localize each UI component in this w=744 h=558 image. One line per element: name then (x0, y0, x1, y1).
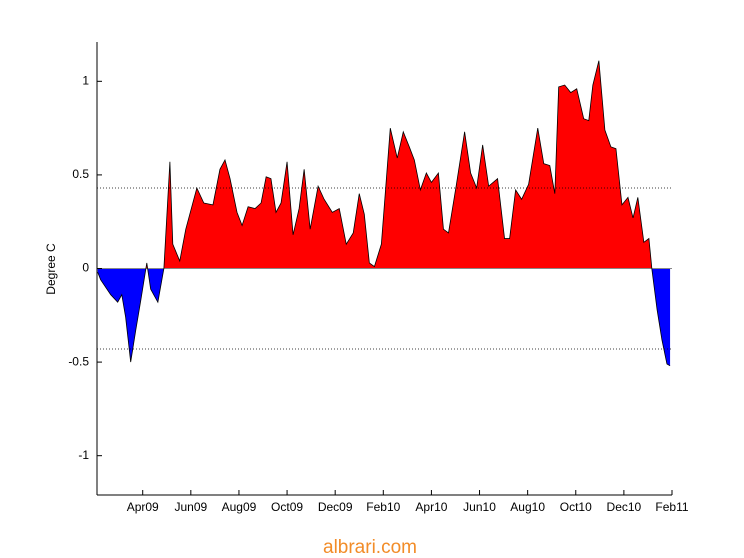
y-tick-label: -1 (78, 448, 89, 462)
y-tick-label: -0.5 (68, 354, 89, 368)
x-tick-label: Jun10 (463, 500, 496, 514)
x-tick-label: Feb10 (366, 500, 400, 514)
y-axis-label: Degree C (44, 243, 58, 295)
x-tick-label: Dec10 (607, 500, 642, 514)
watermark: albrari.com (323, 537, 417, 558)
x-tick-label: Jun09 (174, 500, 207, 514)
x-tick-label: Apr09 (127, 500, 159, 514)
x-tick-label: Aug10 (510, 500, 545, 514)
data-outline (97, 60, 671, 367)
y-tick-label: 0.5 (72, 167, 89, 181)
x-tick-label: Apr10 (415, 500, 447, 514)
x-tick-label: Oct10 (560, 500, 592, 514)
x-tick-label: Aug09 (222, 500, 257, 514)
x-tick-label: Dec09 (318, 500, 353, 514)
x-tick-label: Oct09 (271, 500, 303, 514)
plot-area (97, 60, 672, 367)
negative-area (97, 268, 671, 366)
x-tick-label: Feb11 (655, 500, 688, 514)
y-tick-label: 1 (82, 73, 89, 87)
y-tick-label: 0 (82, 261, 89, 275)
positive-area (97, 60, 671, 269)
